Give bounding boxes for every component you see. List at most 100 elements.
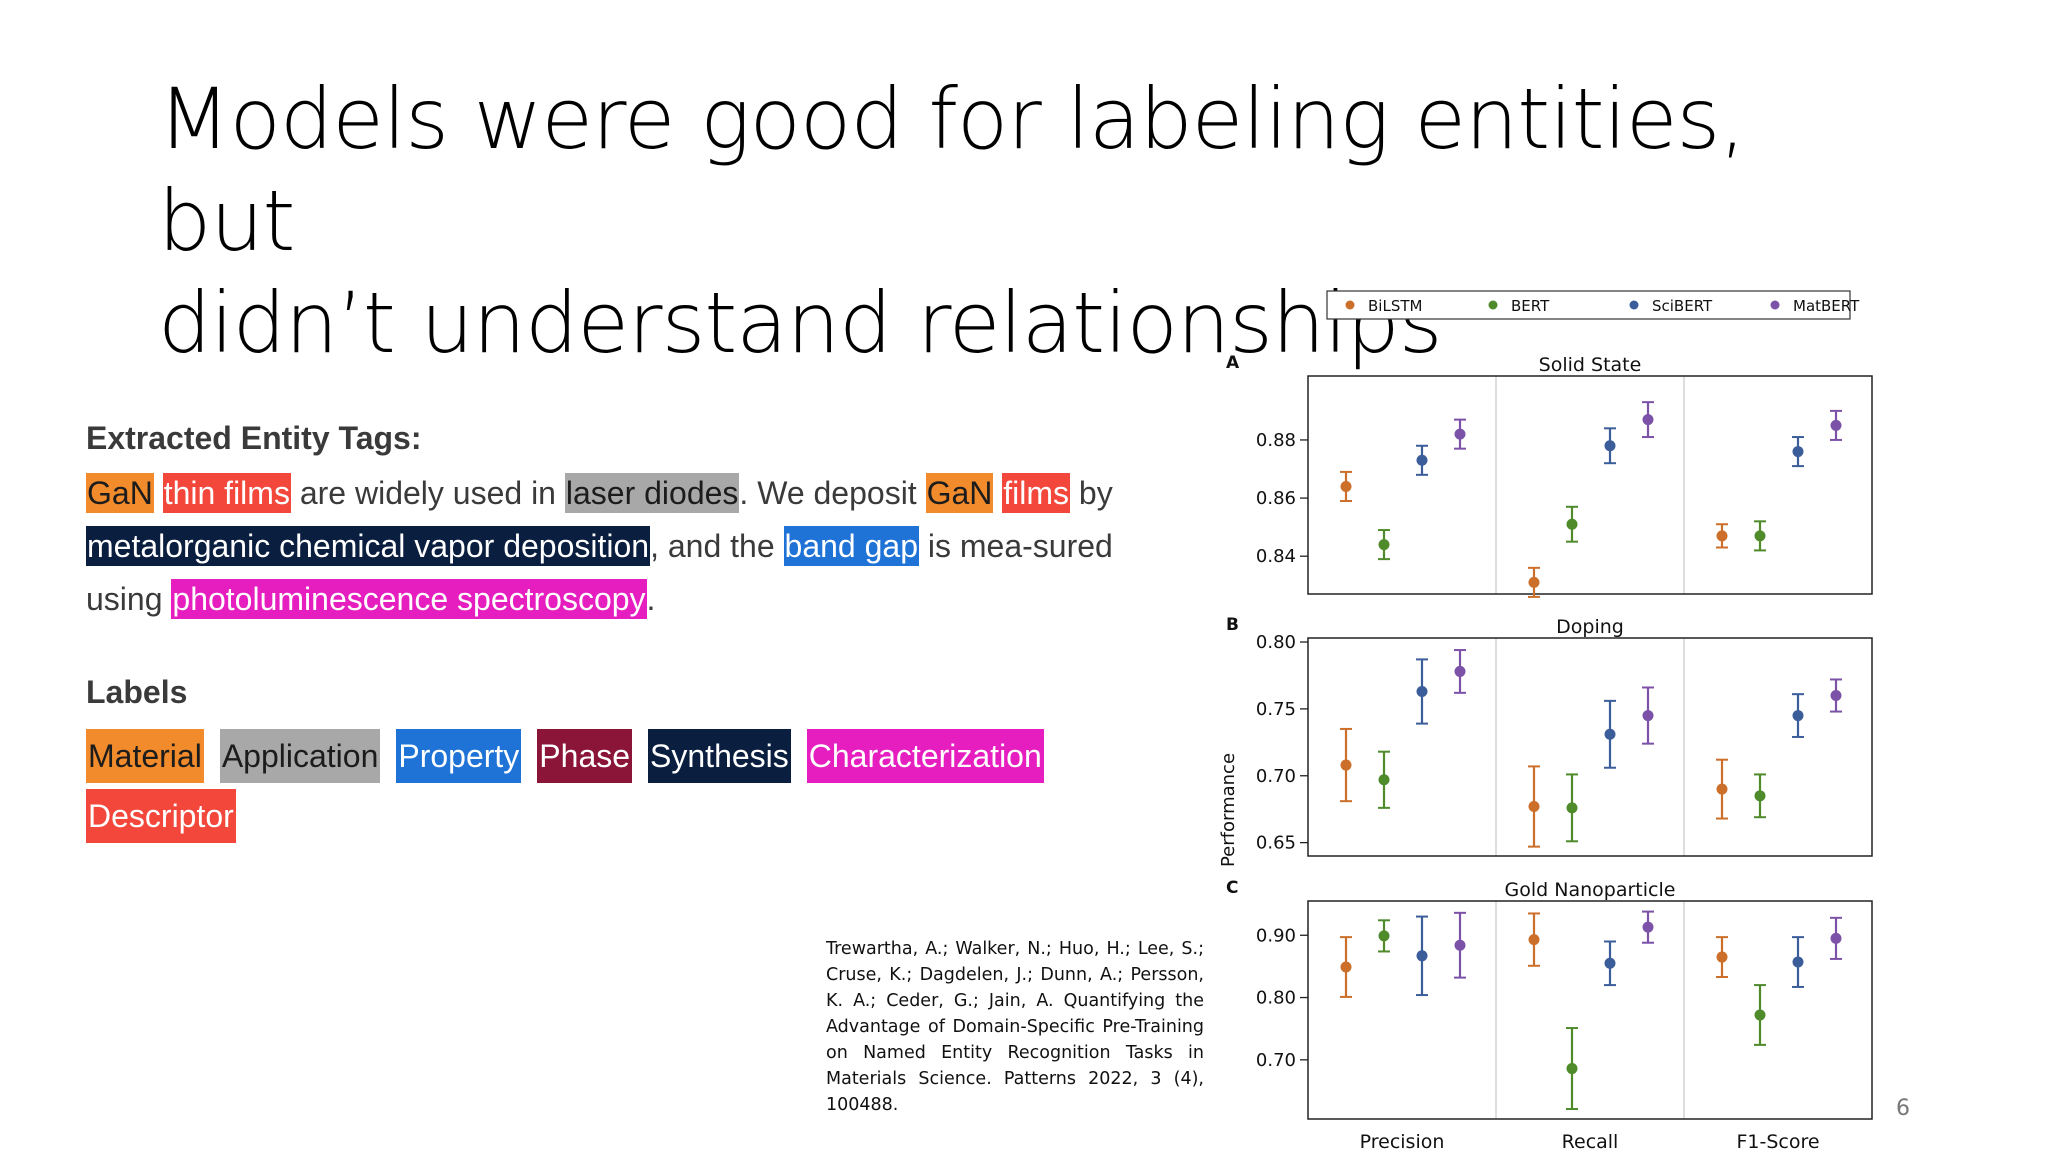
data-point-bilstm xyxy=(1528,801,1540,813)
data-point-scibert xyxy=(1604,957,1616,969)
data-point-bilstm xyxy=(1340,961,1352,973)
data-point-bilstm xyxy=(1528,934,1540,946)
x-category-label: F1-Score xyxy=(1736,1131,1819,1150)
label-application: Application xyxy=(219,729,381,783)
data-point-matbert xyxy=(1454,665,1466,677)
data-point-scibert xyxy=(1416,454,1428,466)
panel-title: Solid State xyxy=(1539,354,1642,376)
legend-marker-matbert xyxy=(1770,300,1780,310)
y-tick-label: 0.88 xyxy=(1256,430,1296,451)
data-point-matbert xyxy=(1830,419,1842,431)
data-point-scibert xyxy=(1792,710,1804,722)
data-point-bert xyxy=(1378,539,1390,551)
legend-marker-bilstm xyxy=(1345,300,1355,310)
label-property: Property xyxy=(396,729,522,783)
data-point-matbert xyxy=(1642,710,1654,722)
data-point-bilstm xyxy=(1340,480,1352,492)
labels-heading: Labels xyxy=(86,674,188,710)
entity-tags-heading: Extracted Entity Tags: xyxy=(86,420,422,456)
labels-legend: Material Application Property Phase Synthesi… xyxy=(86,729,1146,849)
data-point-bert xyxy=(1754,1009,1766,1021)
label-material: Material xyxy=(86,729,204,783)
entity-tag-material: GaN xyxy=(925,473,994,513)
legend-box xyxy=(1326,290,1851,320)
data-point-matbert xyxy=(1454,428,1466,440)
entity-tag-application: laser diodes xyxy=(564,473,740,513)
sentence-text: by xyxy=(1070,475,1113,511)
data-point-bert xyxy=(1566,802,1578,814)
sentence-text: , and the xyxy=(650,528,784,564)
tagged-sentence: GaN thin films are widely used in laser … xyxy=(86,467,1146,626)
y-tick-label: 0.86 xyxy=(1256,488,1296,509)
data-point-matbert xyxy=(1830,932,1842,944)
data-point-bilstm xyxy=(1716,783,1728,795)
data-point-scibert xyxy=(1604,728,1616,740)
x-category-label: Recall xyxy=(1562,1131,1619,1150)
data-point-matbert xyxy=(1454,939,1466,951)
sentence-text xyxy=(993,475,1002,511)
panel-title: Gold Nanoparticle xyxy=(1505,879,1676,901)
label-characterization: Characterization xyxy=(806,729,1044,783)
data-point-bert xyxy=(1754,530,1766,542)
panel-frame xyxy=(1307,375,1873,595)
data-point-bert xyxy=(1378,930,1390,942)
y-tick-label: 0.65 xyxy=(1256,833,1296,854)
legend-marker-bert xyxy=(1488,300,1498,310)
data-point-bert xyxy=(1566,518,1578,530)
sentence-text xyxy=(154,475,163,511)
sentence-text: . xyxy=(646,581,656,617)
panel-title: Doping xyxy=(1556,616,1624,638)
panel-frame xyxy=(1307,900,1873,1120)
entity-tag-descriptor: films xyxy=(1002,473,1071,513)
citation: Trewartha, A.; Walker, N.; Huo, H.; Lee,… xyxy=(826,939,1204,1115)
legend-label-bilstm: BiLSTM xyxy=(1368,297,1422,315)
data-point-bert xyxy=(1566,1063,1578,1075)
data-point-scibert xyxy=(1792,446,1804,458)
y-tick-label: 0.84 xyxy=(1256,546,1296,567)
legend-label-matbert: MatBERT xyxy=(1793,297,1860,315)
y-tick-label: 0.80 xyxy=(1256,988,1296,1009)
panel-letter: B xyxy=(1226,615,1239,635)
legend-label-bert: BERT xyxy=(1511,297,1550,315)
data-point-bilstm xyxy=(1716,951,1728,963)
title-line-2: didn’t understand relationships xyxy=(158,274,1443,372)
slide-title: Models were good for labeling entities, … xyxy=(158,68,1858,374)
label-descriptor: Descriptor xyxy=(86,789,236,843)
legend-label-scibert: SciBERT xyxy=(1652,297,1713,315)
page-number: 6 xyxy=(1896,1096,1910,1121)
performance-chart: BiLSTM BERT SciBERT MatBERT Performance A Soli… xyxy=(1218,290,1873,1150)
sentence-text: . We deposit xyxy=(739,475,926,511)
entity-tag-characterization: photoluminescence spectroscopy xyxy=(171,579,647,619)
sentence-text: is mea-sured using xyxy=(86,528,1113,617)
entity-tag-synthesis: metalorganic chemical vapor deposition xyxy=(86,526,651,566)
label-synthesis: Synthesis xyxy=(648,729,791,783)
data-point-scibert xyxy=(1416,685,1428,697)
entity-tags-panel: Extracted Entity Tags: GaN thin films ar… xyxy=(86,420,1146,849)
entity-tag-material: GaN xyxy=(86,473,154,513)
data-point-bert xyxy=(1378,774,1390,786)
x-category-label: Precision xyxy=(1360,1131,1445,1150)
title-line-1: Models were good for labeling entities, … xyxy=(158,70,1746,270)
data-point-bilstm xyxy=(1528,576,1540,588)
y-tick-label: 0.70 xyxy=(1256,1050,1296,1071)
data-point-scibert xyxy=(1792,956,1804,968)
panel-letter: A xyxy=(1226,353,1240,373)
panel-letter: C xyxy=(1226,878,1238,898)
entity-tag-descriptor: thin films xyxy=(162,473,291,513)
data-point-bilstm xyxy=(1716,530,1728,542)
data-point-bert xyxy=(1754,790,1766,802)
y-axis-label: Performance xyxy=(1218,753,1239,867)
label-phase: Phase xyxy=(537,729,633,783)
data-point-scibert xyxy=(1604,440,1616,452)
data-point-matbert xyxy=(1830,690,1842,702)
y-tick-label: 0.80 xyxy=(1256,632,1296,653)
legend-marker-scibert xyxy=(1629,300,1639,310)
y-tick-label: 0.90 xyxy=(1256,925,1296,946)
sentence-text: are widely used in xyxy=(290,475,565,511)
data-point-matbert xyxy=(1642,414,1654,426)
y-tick-label: 0.70 xyxy=(1256,766,1296,787)
y-tick-label: 0.75 xyxy=(1256,699,1296,720)
data-point-scibert xyxy=(1416,950,1428,962)
entity-tag-property: band gap xyxy=(783,526,919,566)
data-point-bilstm xyxy=(1340,759,1352,771)
